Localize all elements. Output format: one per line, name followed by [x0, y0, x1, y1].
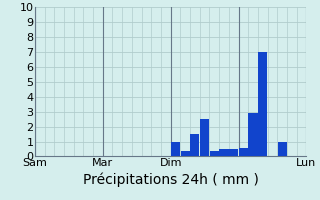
Bar [200, 119, 209, 156]
Bar [229, 149, 238, 156]
Bar [277, 142, 287, 156]
Bar [239, 148, 248, 156]
X-axis label: Précipitations 24h ( mm ): Précipitations 24h ( mm ) [83, 172, 259, 187]
Bar [248, 113, 258, 156]
Bar [220, 149, 228, 156]
Bar [210, 151, 219, 156]
Bar [171, 142, 180, 156]
Bar [258, 52, 268, 156]
Bar [190, 134, 199, 156]
Bar [180, 151, 190, 156]
